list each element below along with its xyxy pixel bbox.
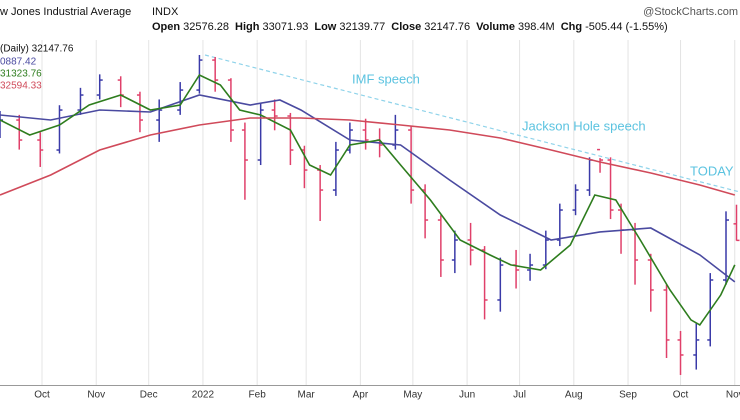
stat-value: 398.4M [518,21,555,33]
source: @StockCharts.com [643,6,738,18]
x-tick-label: Feb [249,390,267,401]
x-tick-label: Nov [87,390,105,401]
grid [41,40,736,385]
stat-label: High [235,21,260,33]
stat-label: Volume [476,21,515,33]
stat-value: 32147.76 [424,21,470,33]
stat-label: Low [314,21,336,33]
x-tick-label: Apr [353,390,369,401]
stat-value: -505.44 (-1.55%) [585,21,668,33]
ma-line [0,73,736,326]
stat-value: 32139.77 [339,21,385,33]
stat-value: 32576.28 [183,21,229,33]
stats: Open 32576.28 High 33071.93 Low 32139.77 Close… [152,21,668,33]
annotation: Jackson Hole speech [522,118,646,133]
x-axis [0,385,740,386]
stat-label: Chg [561,21,582,33]
ma-line [0,94,736,283]
x-tick-label: Oct [34,390,50,401]
legend-entry: 31323.76 [0,69,42,80]
x-tick-label: Nov [726,390,740,401]
annotation: TODAY [690,163,734,178]
stat-label: Close [391,21,421,33]
x-tick-label: Aug [565,390,583,401]
symbol: INDX [152,6,179,18]
annotation: IMF speech [352,71,420,86]
x-tick-label: Oct [673,390,689,401]
x-tick-label: May [403,390,422,401]
legend-entry: (Daily) 32147.76 [0,44,74,55]
x-tick-label: Sep [619,390,637,401]
x-tick-label: 2022 [192,390,215,401]
x-tick-label: Dec [140,390,158,401]
legend-entry: 32594.33 [0,81,42,92]
x-tick-label: Mar [298,390,316,401]
stat-value: 33071.93 [262,21,308,33]
chart-title: w Jones Industrial Average [0,6,131,18]
x-tick-label: Jul [513,390,526,401]
legend-entry: 0887.42 [0,57,37,68]
plot [0,54,740,375]
x-tick-label: Jun [459,390,475,401]
stat-label: Open [152,21,180,33]
ma-line [0,117,736,196]
trend-line [204,54,740,193]
